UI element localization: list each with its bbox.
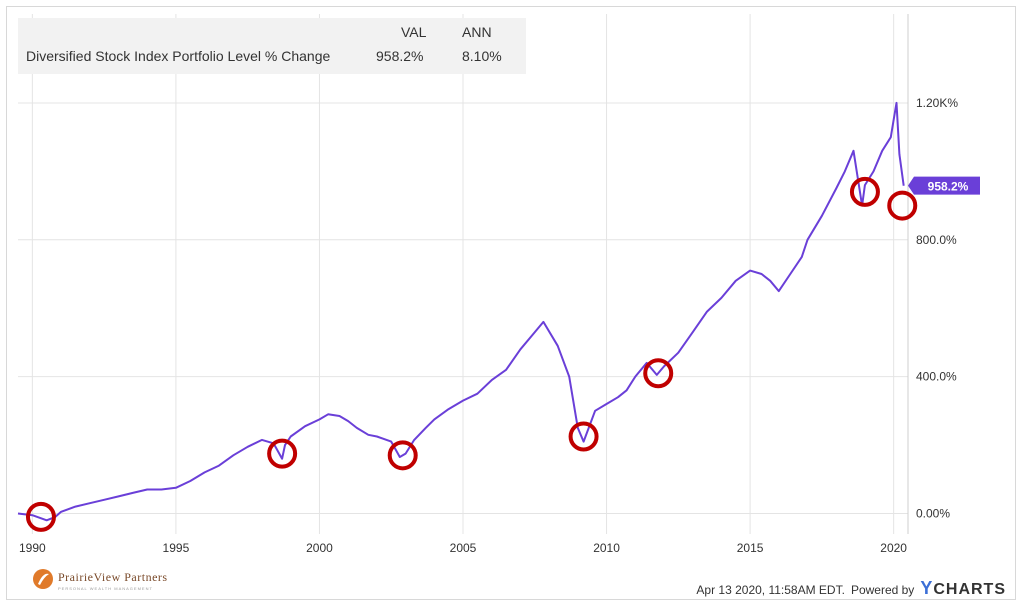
marker-layer xyxy=(25,176,918,532)
timestamp: Apr 13 2020, 11:58AM EDT. xyxy=(696,583,845,597)
chart-frame xyxy=(6,6,1016,600)
prairieview-logo: PrairieView Partners PERSONAL WEALTH MAN… xyxy=(32,564,207,598)
x-tick-label: 2000 xyxy=(306,541,333,555)
y-tick-label: 1.20K% xyxy=(916,96,958,110)
legend-ann: 8.10% xyxy=(462,48,502,64)
x-tick-label: 1995 xyxy=(163,541,190,555)
dip-marker-circle xyxy=(387,440,418,471)
footer: Apr 13 2020, 11:58AM EDT. Powered by YCH… xyxy=(696,578,1006,599)
dip-marker-circle xyxy=(267,438,298,469)
axis-layer: 0.00% 400.0% 800.0% 1.20K% 1990 1995 2000 2005 2… xyxy=(19,96,958,555)
legend-ann-header: ANN xyxy=(462,24,492,40)
dip-marker-circle xyxy=(887,190,918,221)
dip-marker-circle xyxy=(643,358,674,389)
x-tick-label: 2015 xyxy=(737,541,764,555)
dip-marker-circle xyxy=(25,501,56,532)
leaf-logo-icon xyxy=(33,569,53,589)
powered-by-label: Powered by xyxy=(850,583,915,597)
end-value-tag xyxy=(908,176,980,195)
legend-val: 958.2% xyxy=(376,48,424,64)
ycharts-logo[interactable]: YCHARTS xyxy=(920,578,1006,599)
dip-marker-circle xyxy=(849,176,880,207)
x-tick-label: 2010 xyxy=(593,541,620,555)
x-tick-label: 2020 xyxy=(880,541,907,555)
logo-tagline: PERSONAL WEALTH MANAGEMENT xyxy=(58,586,153,591)
ycharts-rest: CHARTS xyxy=(933,581,1006,598)
series-line xyxy=(17,101,905,522)
y-tick-label: 800.0% xyxy=(916,233,957,247)
dip-marker-circle xyxy=(568,421,599,452)
legend-box: VAL ANN Diversified Stock Index Portfoli… xyxy=(18,18,526,74)
y-tick-label: 400.0% xyxy=(916,370,957,384)
grid-layer xyxy=(18,14,909,534)
logo-name: PrairieView Partners xyxy=(58,570,168,584)
end-value-label: 958.2% xyxy=(928,180,969,194)
legend-series-label[interactable]: Diversified Stock Index Portfolio Level … xyxy=(26,48,331,64)
series-layer: 958.2% xyxy=(17,101,980,522)
x-tick-label: 2005 xyxy=(450,541,477,555)
x-tick-label: 1990 xyxy=(19,541,46,555)
ycharts-y: Y xyxy=(920,578,934,598)
legend-val-header: VAL xyxy=(401,24,427,40)
y-tick-label: 0.00% xyxy=(916,506,950,520)
